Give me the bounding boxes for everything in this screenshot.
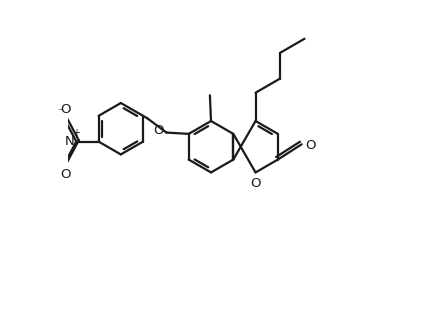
Text: +: + — [72, 128, 80, 138]
Text: O: O — [305, 139, 316, 152]
Text: O: O — [60, 103, 71, 115]
Text: O: O — [60, 168, 71, 181]
Text: ⁻: ⁻ — [57, 107, 63, 117]
Text: O: O — [250, 177, 261, 190]
Text: O: O — [154, 124, 164, 137]
Text: N: N — [64, 135, 74, 148]
